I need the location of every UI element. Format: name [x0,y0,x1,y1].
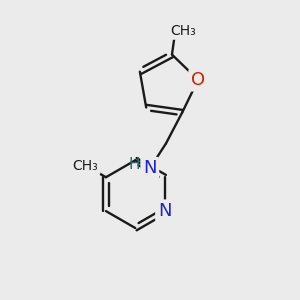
Text: O: O [191,71,205,89]
Text: CH₃: CH₃ [73,159,98,173]
Text: N: N [143,160,157,178]
Text: N: N [158,202,171,220]
Text: CH₃: CH₃ [170,24,196,38]
Text: H: H [129,157,140,172]
